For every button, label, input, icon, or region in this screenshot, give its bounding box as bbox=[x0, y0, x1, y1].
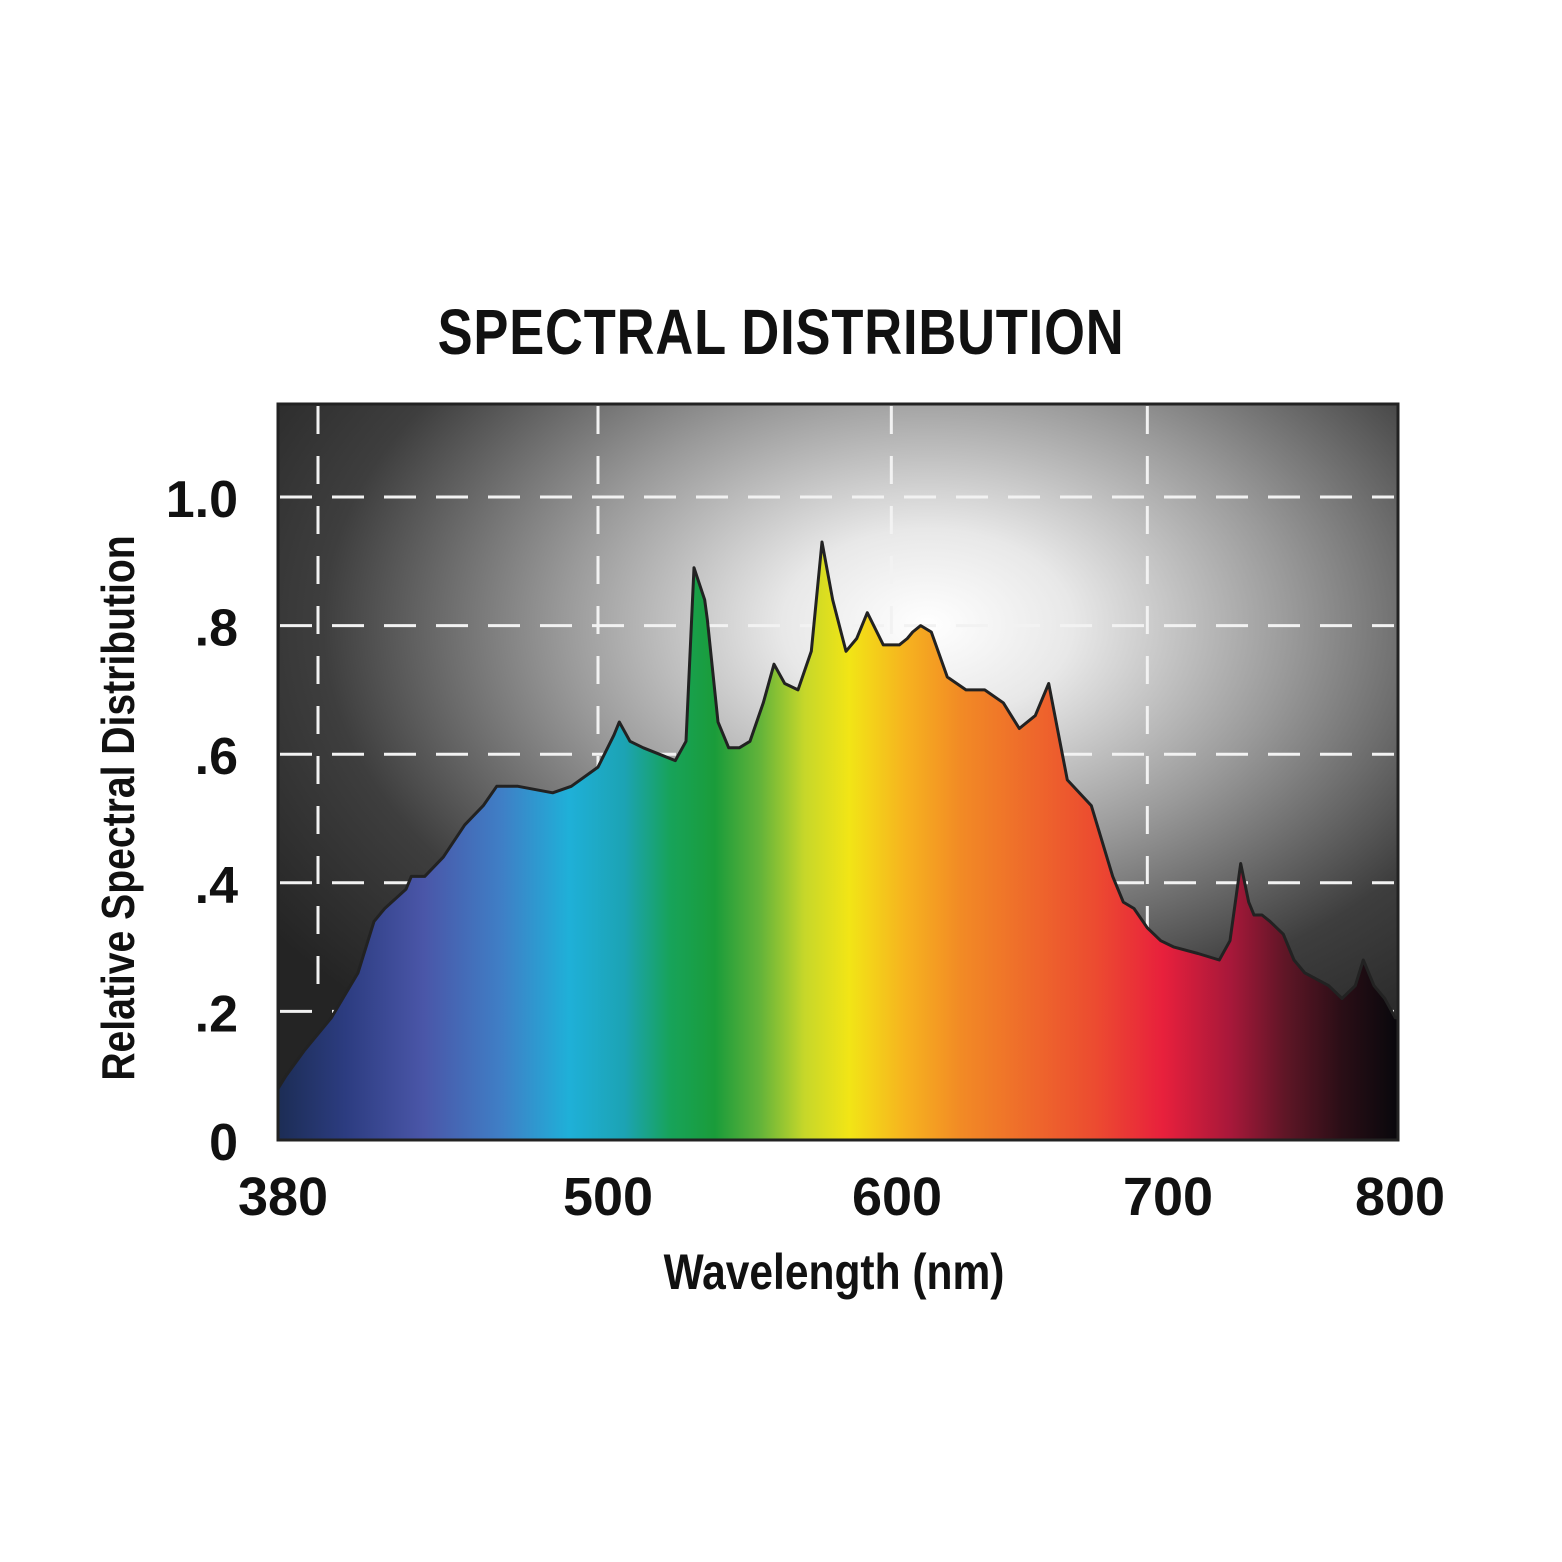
y-tick-label: .4 bbox=[195, 857, 238, 915]
x-tick-label: 600 bbox=[852, 1167, 942, 1227]
x-tick-label: 500 bbox=[563, 1167, 653, 1227]
y-tick-label: 1.0 bbox=[166, 471, 238, 529]
y-tick-labels: 0 .2 .4 .6 .8 1.0 bbox=[166, 471, 238, 1172]
spectral-area bbox=[276, 540, 1400, 1142]
y-tick-label: 0 bbox=[209, 1114, 238, 1172]
x-tick-label: 380 bbox=[238, 1167, 328, 1227]
x-tick-label: 700 bbox=[1123, 1167, 1213, 1227]
x-axis-label: Wavelength (nm) bbox=[663, 1244, 1005, 1300]
y-tick-label: .6 bbox=[195, 728, 238, 786]
chart-title: SPECTRAL DISTRIBUTION bbox=[437, 296, 1125, 368]
y-tick-label: .2 bbox=[195, 985, 238, 1043]
x-tick-labels: 380 500 600 700 800 bbox=[238, 1167, 1445, 1227]
y-tick-label: .8 bbox=[195, 600, 238, 658]
x-axis-label-wrap: Wavelength (nm) bbox=[125, 1243, 1453, 1301]
x-tick-label: 800 bbox=[1355, 1167, 1445, 1227]
